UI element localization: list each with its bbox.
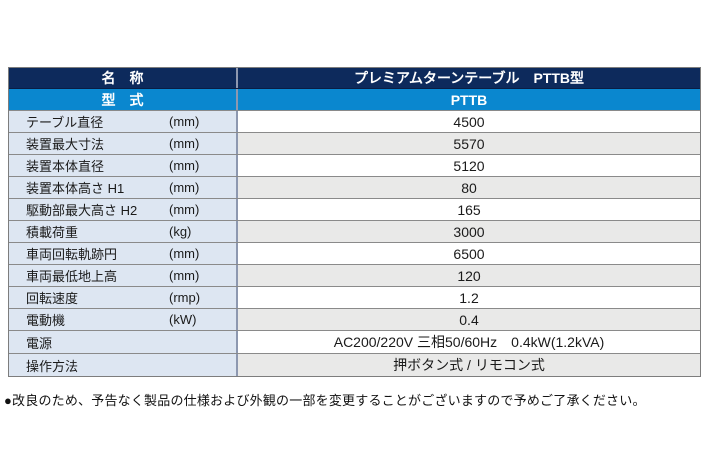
spec-unit: (mm): [169, 158, 200, 173]
spec-unit: (kW): [169, 312, 197, 327]
spec-value: 1.2: [238, 287, 700, 308]
table-row: 装置本体直径 (mm) 5120: [9, 155, 700, 177]
spec-label: 回転速度: [26, 291, 79, 306]
spec-value: AC200/220V 三相50/60Hz 0.4kW(1.2kVA): [238, 331, 700, 353]
spec-value: 4500: [238, 111, 700, 132]
spec-label-cell: 電動機 (kW): [9, 309, 238, 330]
spec-label-cell: 装置最大寸法 (mm): [9, 133, 238, 154]
table-row: 車両最低地上高 (mm) 120: [9, 265, 700, 287]
spec-label-cell: 電源: [9, 331, 238, 353]
table-row: 回転速度 (rmp) 1.2: [9, 287, 700, 309]
table-header-row-name: 名 称 プレミアムターンテーブル PTTB型: [9, 68, 700, 89]
spec-value: 押ボタン式 / リモコン式: [238, 354, 700, 376]
spec-unit: (kg): [169, 224, 192, 239]
spec-label: テーブル直径: [26, 115, 104, 130]
spec-label: 電源: [26, 335, 53, 351]
spec-value: 5120: [238, 155, 700, 176]
spec-label: 電動機: [26, 313, 66, 328]
spec-label-cell: 駆動部最大高さ H2 (mm): [9, 199, 238, 220]
name-header-label: 名 称: [9, 68, 238, 88]
table-header-row-model: 型 式 PTTB: [9, 89, 700, 111]
spec-label-cell: テーブル直径 (mm): [9, 111, 238, 132]
table-row: テーブル直径 (mm) 4500: [9, 111, 700, 133]
spec-value: 120: [238, 265, 700, 286]
spec-unit: (mm): [169, 114, 200, 129]
spec-unit: (rmp): [169, 290, 201, 305]
spec-label: 操作方法: [26, 358, 79, 374]
spec-value: 5570: [238, 133, 700, 154]
spec-label: 装置本体直径: [26, 159, 105, 174]
spec-table: 名 称 プレミアムターンテーブル PTTB型 型 式 PTTB テーブル直径 (…: [8, 67, 701, 377]
table-row: 駆動部最大高さ H2 (mm) 165: [9, 199, 700, 221]
spec-value: 0.4: [238, 309, 700, 330]
spec-label-cell: 回転速度 (rmp): [9, 287, 238, 308]
spec-label: 積載荷重: [26, 225, 79, 240]
table-row: 車両回転軌跡円 (mm) 6500: [9, 243, 700, 265]
spec-unit: (mm): [169, 202, 200, 217]
spec-label-cell: 装置本体高さ H1 (mm): [9, 177, 238, 198]
table-row: 装置最大寸法 (mm) 5570: [9, 133, 700, 155]
table-row: 電動機 (kW) 0.4: [9, 309, 700, 331]
spec-unit: (mm): [169, 268, 200, 283]
spec-label-cell: 車両最低地上高 (mm): [9, 265, 238, 286]
spec-value: 80: [238, 177, 700, 198]
spec-value: 165: [238, 199, 700, 220]
spec-value: 6500: [238, 243, 700, 264]
table-row: 積載荷重 (kg) 3000: [9, 221, 700, 243]
spec-label-cell: 車両回転軌跡円 (mm): [9, 243, 238, 264]
spec-label-cell: 装置本体直径 (mm): [9, 155, 238, 176]
table-row: 操作方法 押ボタン式 / リモコン式: [9, 354, 700, 376]
spec-unit: (mm): [169, 180, 200, 195]
product-title: プレミアムターンテーブル PTTB型: [353, 70, 585, 86]
spec-label: 車両回転軌跡円: [26, 247, 118, 262]
spec-value: 3000: [238, 221, 700, 242]
model-header-label: 型 式: [9, 89, 238, 110]
spec-label: 装置本体高さ H1: [26, 181, 125, 196]
spec-label: 駆動部最大高さ H2: [26, 203, 138, 218]
spec-label: 車両最低地上高: [26, 269, 118, 284]
model-value: PTTB: [450, 91, 488, 108]
table-row: 装置本体高さ H1 (mm) 80: [9, 177, 700, 199]
spec-label-cell: 操作方法: [9, 354, 238, 376]
disclaimer-note: ●改良のため、予告なく製品の仕様および外観の一部を変更することがございますので予…: [4, 393, 646, 408]
spec-unit: (mm): [169, 246, 200, 261]
table-row: 電源 AC200/220V 三相50/60Hz 0.4kW(1.2kVA): [9, 331, 700, 354]
spec-label-cell: 積載荷重 (kg): [9, 221, 238, 242]
spec-unit: (mm): [169, 136, 200, 151]
spec-label: 装置最大寸法: [26, 137, 105, 152]
